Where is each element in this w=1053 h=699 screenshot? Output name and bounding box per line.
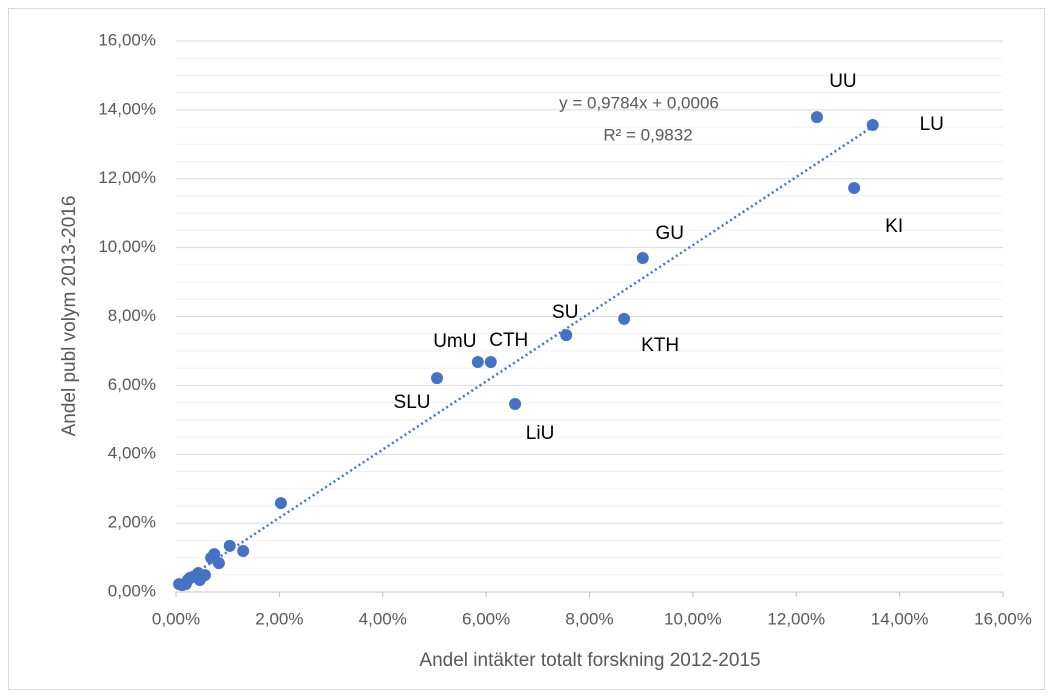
point (223, 539, 236, 552)
point-label: LU (920, 114, 944, 135)
point (237, 545, 250, 558)
x-tick-label: 0,00% (152, 609, 200, 628)
x-tick-label: 14,00% (871, 609, 929, 628)
point-label: UU (829, 71, 856, 92)
y-tick-label: 2,00% (108, 513, 156, 532)
point (848, 182, 861, 195)
x-tick-label: 6,00% (462, 609, 510, 628)
x-tick-label: 2,00% (255, 609, 303, 628)
x-tick-label: 10,00% (664, 609, 722, 628)
point (205, 551, 218, 564)
point (431, 372, 444, 385)
point (636, 251, 649, 264)
point-label: KTH (641, 335, 679, 356)
x-tick-label: 8,00% (565, 609, 613, 628)
point-label: UmU (433, 331, 476, 352)
point (618, 312, 631, 325)
x-axis-title: Andel intäkter totalt forskning 2012-201… (419, 650, 760, 671)
point (560, 329, 573, 342)
y-tick-label: 10,00% (98, 237, 156, 256)
x-tick-label: 4,00% (359, 609, 407, 628)
trend-equation: y = 0,9784x + 0,0006 (559, 93, 719, 112)
point-label: CTH (489, 330, 528, 351)
point-label: LiU (526, 423, 555, 444)
point (484, 355, 497, 368)
y-tick-label: 12,00% (98, 168, 156, 187)
point-label: SLU (394, 392, 431, 413)
point (866, 119, 879, 132)
point (509, 397, 522, 410)
x-tick-label: 16,00% (974, 609, 1032, 628)
y-axis-title: Andel publ volym 2013-2016 (59, 196, 80, 437)
point-label: SU (552, 302, 578, 323)
y-tick-label: 0,00% (108, 581, 156, 600)
y-tick-label: 16,00% (98, 30, 156, 49)
trendline (178, 125, 874, 585)
x-tick-label: 12,00% (767, 609, 825, 628)
point-label: GU (655, 223, 684, 244)
point (810, 111, 823, 124)
point (183, 571, 196, 584)
y-tick-label: 6,00% (108, 375, 156, 394)
point (471, 355, 484, 368)
trend-r2: R² = 0,9832 (603, 125, 692, 144)
y-tick-label: 8,00% (108, 306, 156, 325)
point-label: KI (885, 216, 903, 237)
point (274, 497, 287, 510)
y-tick-label: 4,00% (108, 444, 156, 463)
y-tick-label: 14,00% (98, 99, 156, 118)
point (173, 578, 186, 591)
